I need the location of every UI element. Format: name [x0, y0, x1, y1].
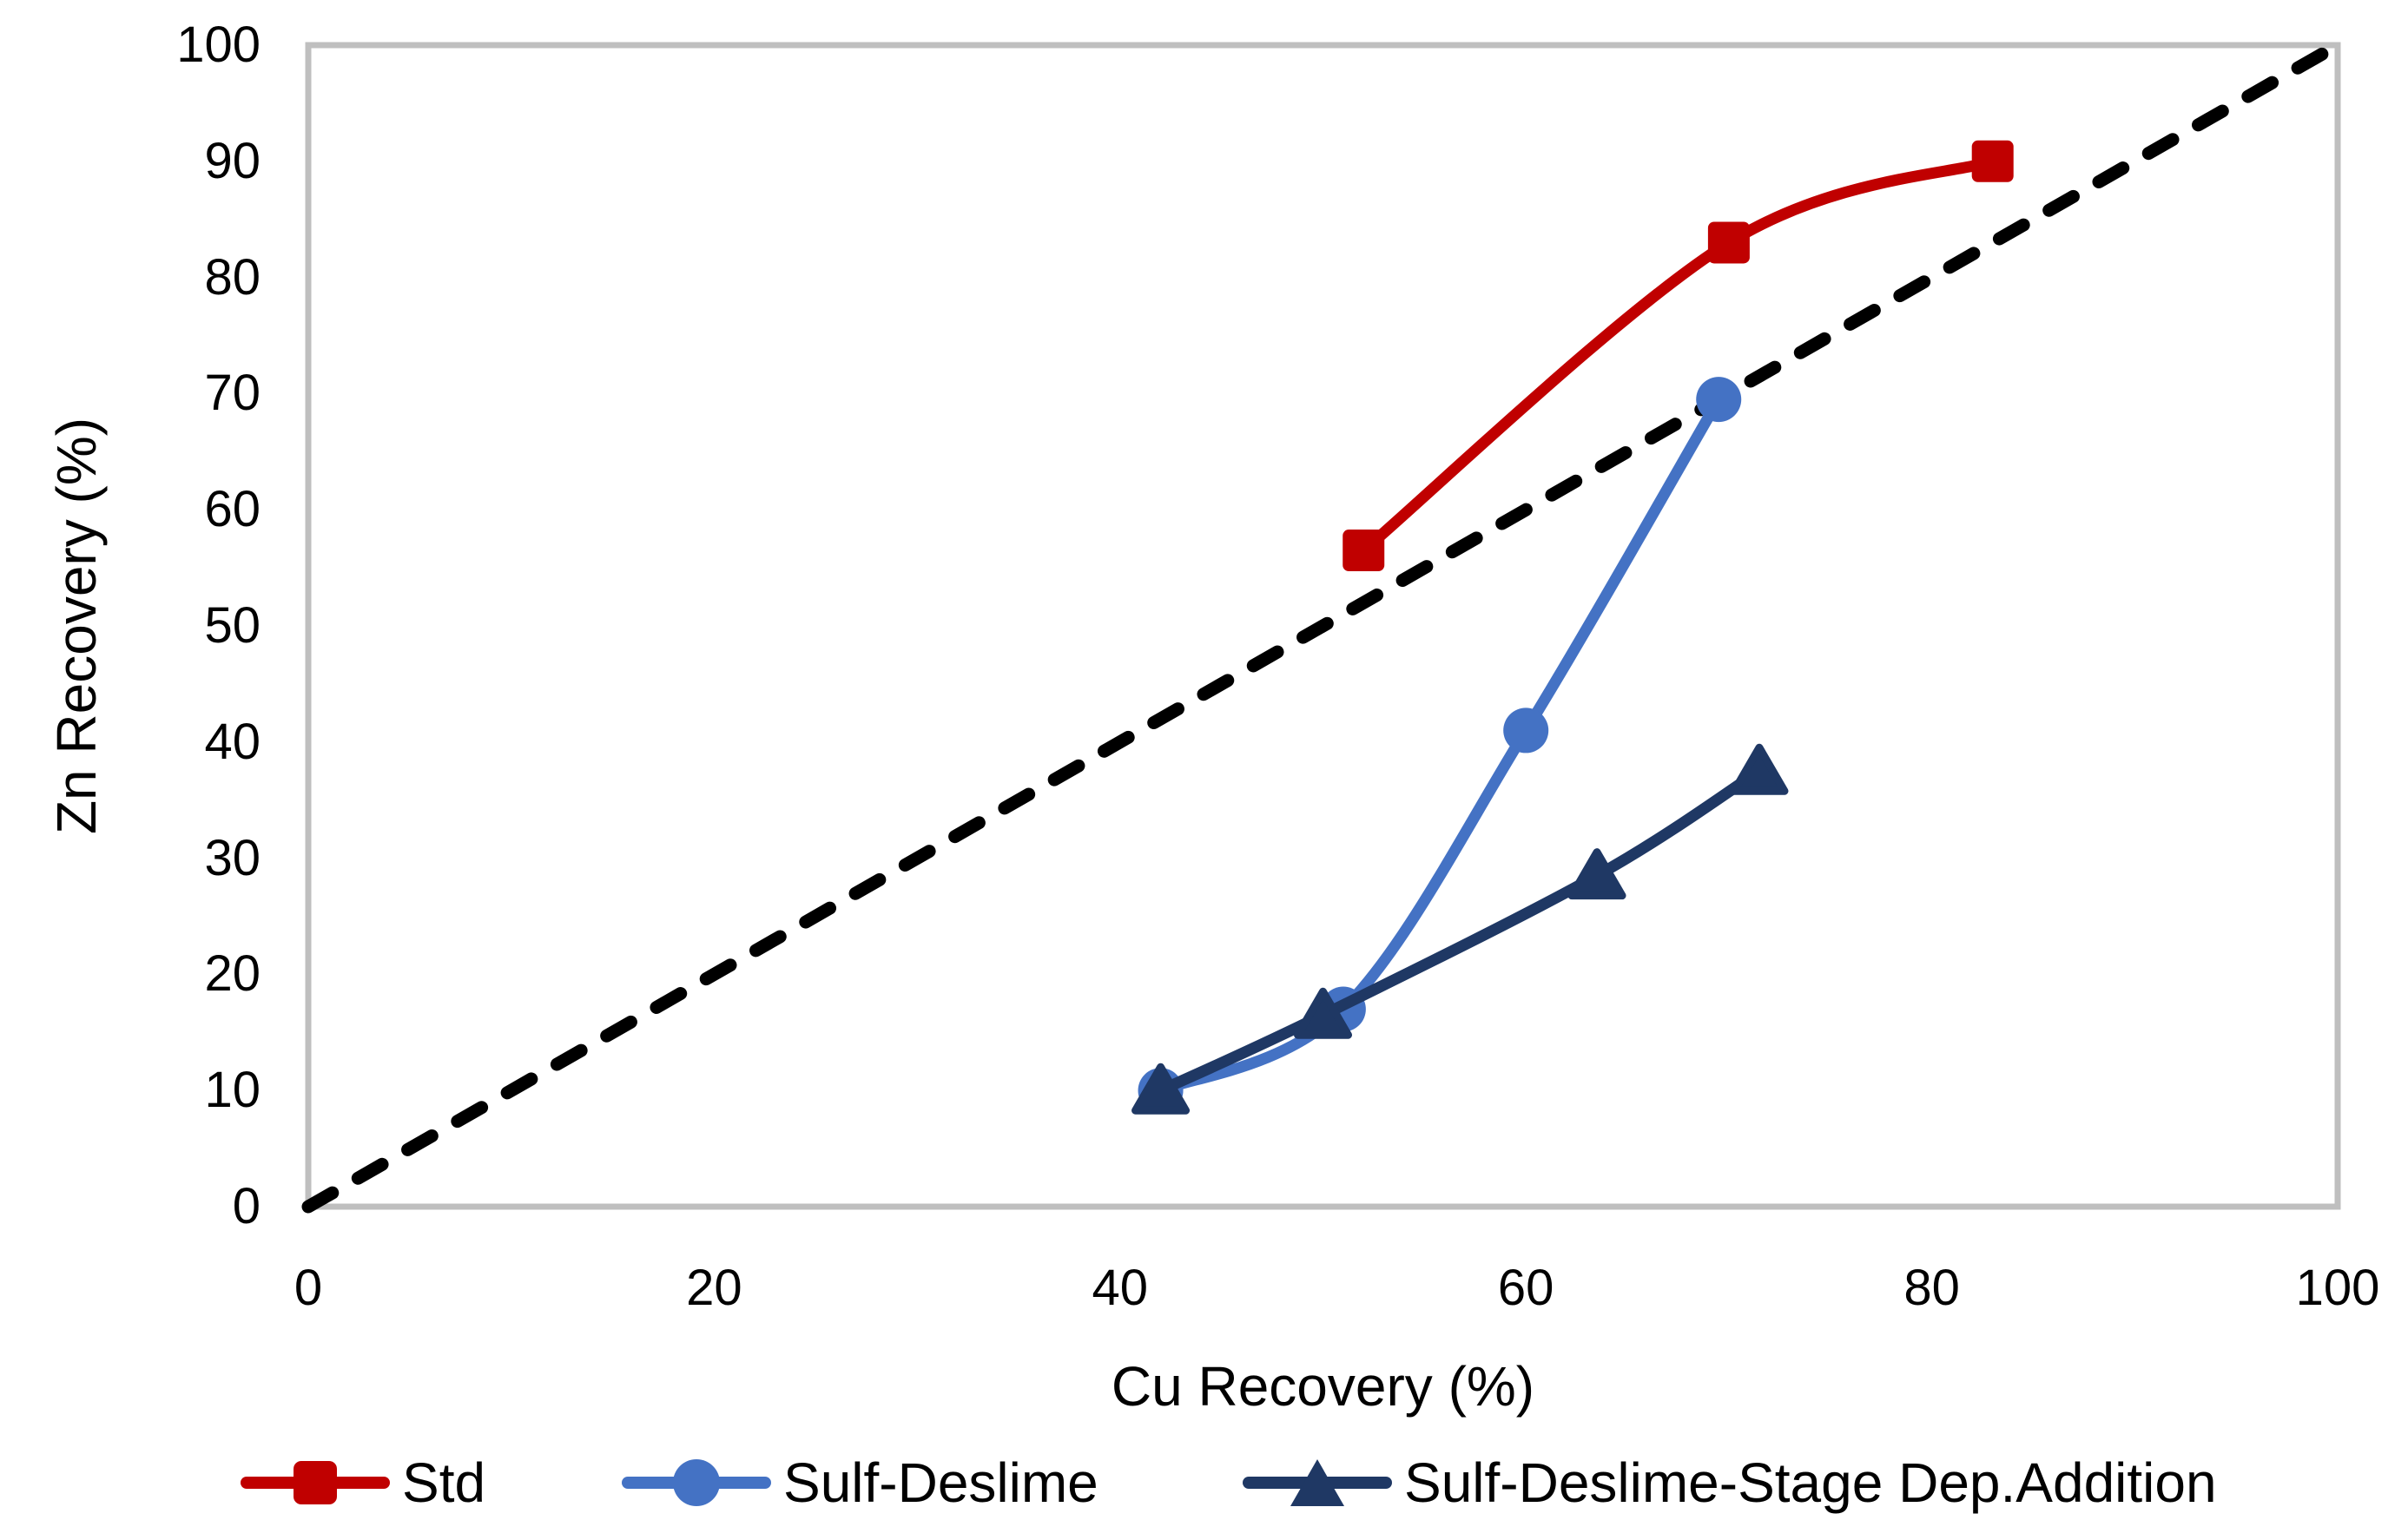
y-tick-label-60: 60 [204, 481, 261, 538]
triangle-marker [1131, 1063, 1191, 1115]
triangle-legend-icon [1243, 1451, 1392, 1514]
legend-item-std: Std [241, 1451, 485, 1514]
y-tick-label-80: 80 [204, 248, 261, 306]
x-tick-label-60: 60 [1497, 1260, 1554, 1316]
x-tick-label-40: 40 [1092, 1260, 1149, 1316]
y-tick-label-10: 10 [204, 1062, 261, 1119]
legend-label: Sulf-Deslime-Stage Dep.Addition [1404, 1451, 2217, 1514]
triangle-marker [1730, 743, 1789, 795]
plot-border [305, 42, 2341, 1210]
circle-legend-icon [622, 1451, 771, 1514]
square-marker [1343, 530, 1385, 572]
x-axis-title: Cu Recovery (%) [1111, 1355, 1535, 1418]
square-marker [1707, 221, 1750, 264]
square-legend-icon [241, 1451, 390, 1514]
y-tick-label-50: 50 [204, 597, 261, 654]
x-tick-label-20: 20 [686, 1260, 742, 1316]
x-tick-label-80: 80 [1903, 1260, 1960, 1316]
reference-line-dashed [301, 38, 2345, 1214]
triangle-marker [1567, 848, 1626, 900]
legend-item-sulf-deslime-stage-dep-addition: Sulf-Deslime-Stage Dep.Addition [1243, 1451, 2217, 1514]
legend-item-sulf-deslime: Sulf-Deslime [622, 1451, 1098, 1514]
series-line [1357, 155, 1999, 556]
x-tick-label-0: 0 [294, 1260, 323, 1316]
circle-marker [1696, 377, 1742, 423]
y-tick-label-90: 90 [204, 132, 261, 189]
y-tick-label-20: 20 [204, 945, 261, 1003]
square-marker [1971, 140, 2014, 182]
y-tick-label-40: 40 [204, 713, 261, 770]
series-sulf-deslime-stage-dep-addition [1131, 743, 1789, 1115]
circle-marker [1503, 707, 1549, 754]
series-line [1155, 765, 1765, 1096]
series-line [1155, 393, 1725, 1096]
y-tick-label-100: 100 [176, 16, 261, 73]
legend-label: Std [402, 1451, 486, 1514]
y-tick-label-0: 0 [232, 1178, 261, 1234]
y-tick-label-30: 30 [204, 829, 261, 886]
triangle-marker [1294, 987, 1352, 1039]
x-tick-label-100: 100 [2295, 1260, 2380, 1316]
series-std [1343, 140, 2014, 572]
y-axis-title: Zn Recovery (%) [45, 417, 108, 835]
legend-label: Sulf-Deslime [783, 1451, 1098, 1514]
y-tick-label-70: 70 [204, 365, 261, 422]
